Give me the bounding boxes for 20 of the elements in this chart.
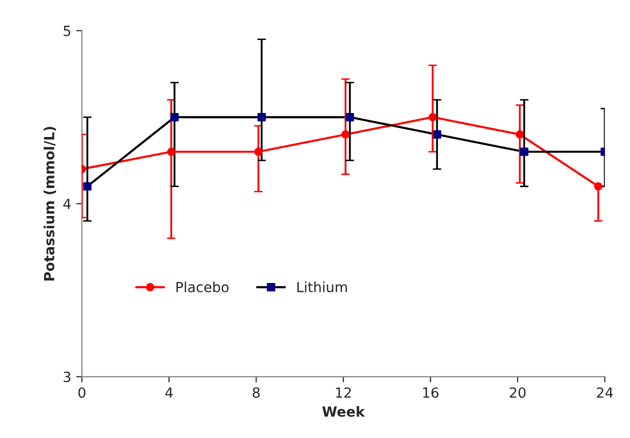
x-tick-label: 8 <box>252 387 260 398</box>
point <box>432 130 442 139</box>
x-tick-label: 24 <box>596 387 613 398</box>
y-tick-label: 5 <box>64 26 70 36</box>
legend-label: Placebo <box>176 282 229 292</box>
point <box>257 113 266 122</box>
point <box>520 148 528 156</box>
x-tick-label: 12 <box>336 387 351 398</box>
y-tick-label: 4 <box>63 198 71 209</box>
legend-label: Lithium <box>297 282 347 292</box>
x-tick-label: 20 <box>510 387 526 398</box>
y-tick-label: 3 <box>64 372 70 382</box>
point <box>346 113 354 122</box>
y-axis-title: Potassium (mmol/L) <box>44 126 56 280</box>
x-tick-label: 4 <box>165 388 173 398</box>
x-tick-label: 0 <box>78 387 86 398</box>
x-axis-title: Week <box>322 406 366 417</box>
point <box>170 113 179 122</box>
point <box>83 182 92 191</box>
x-tick-label: 16 <box>423 387 438 398</box>
